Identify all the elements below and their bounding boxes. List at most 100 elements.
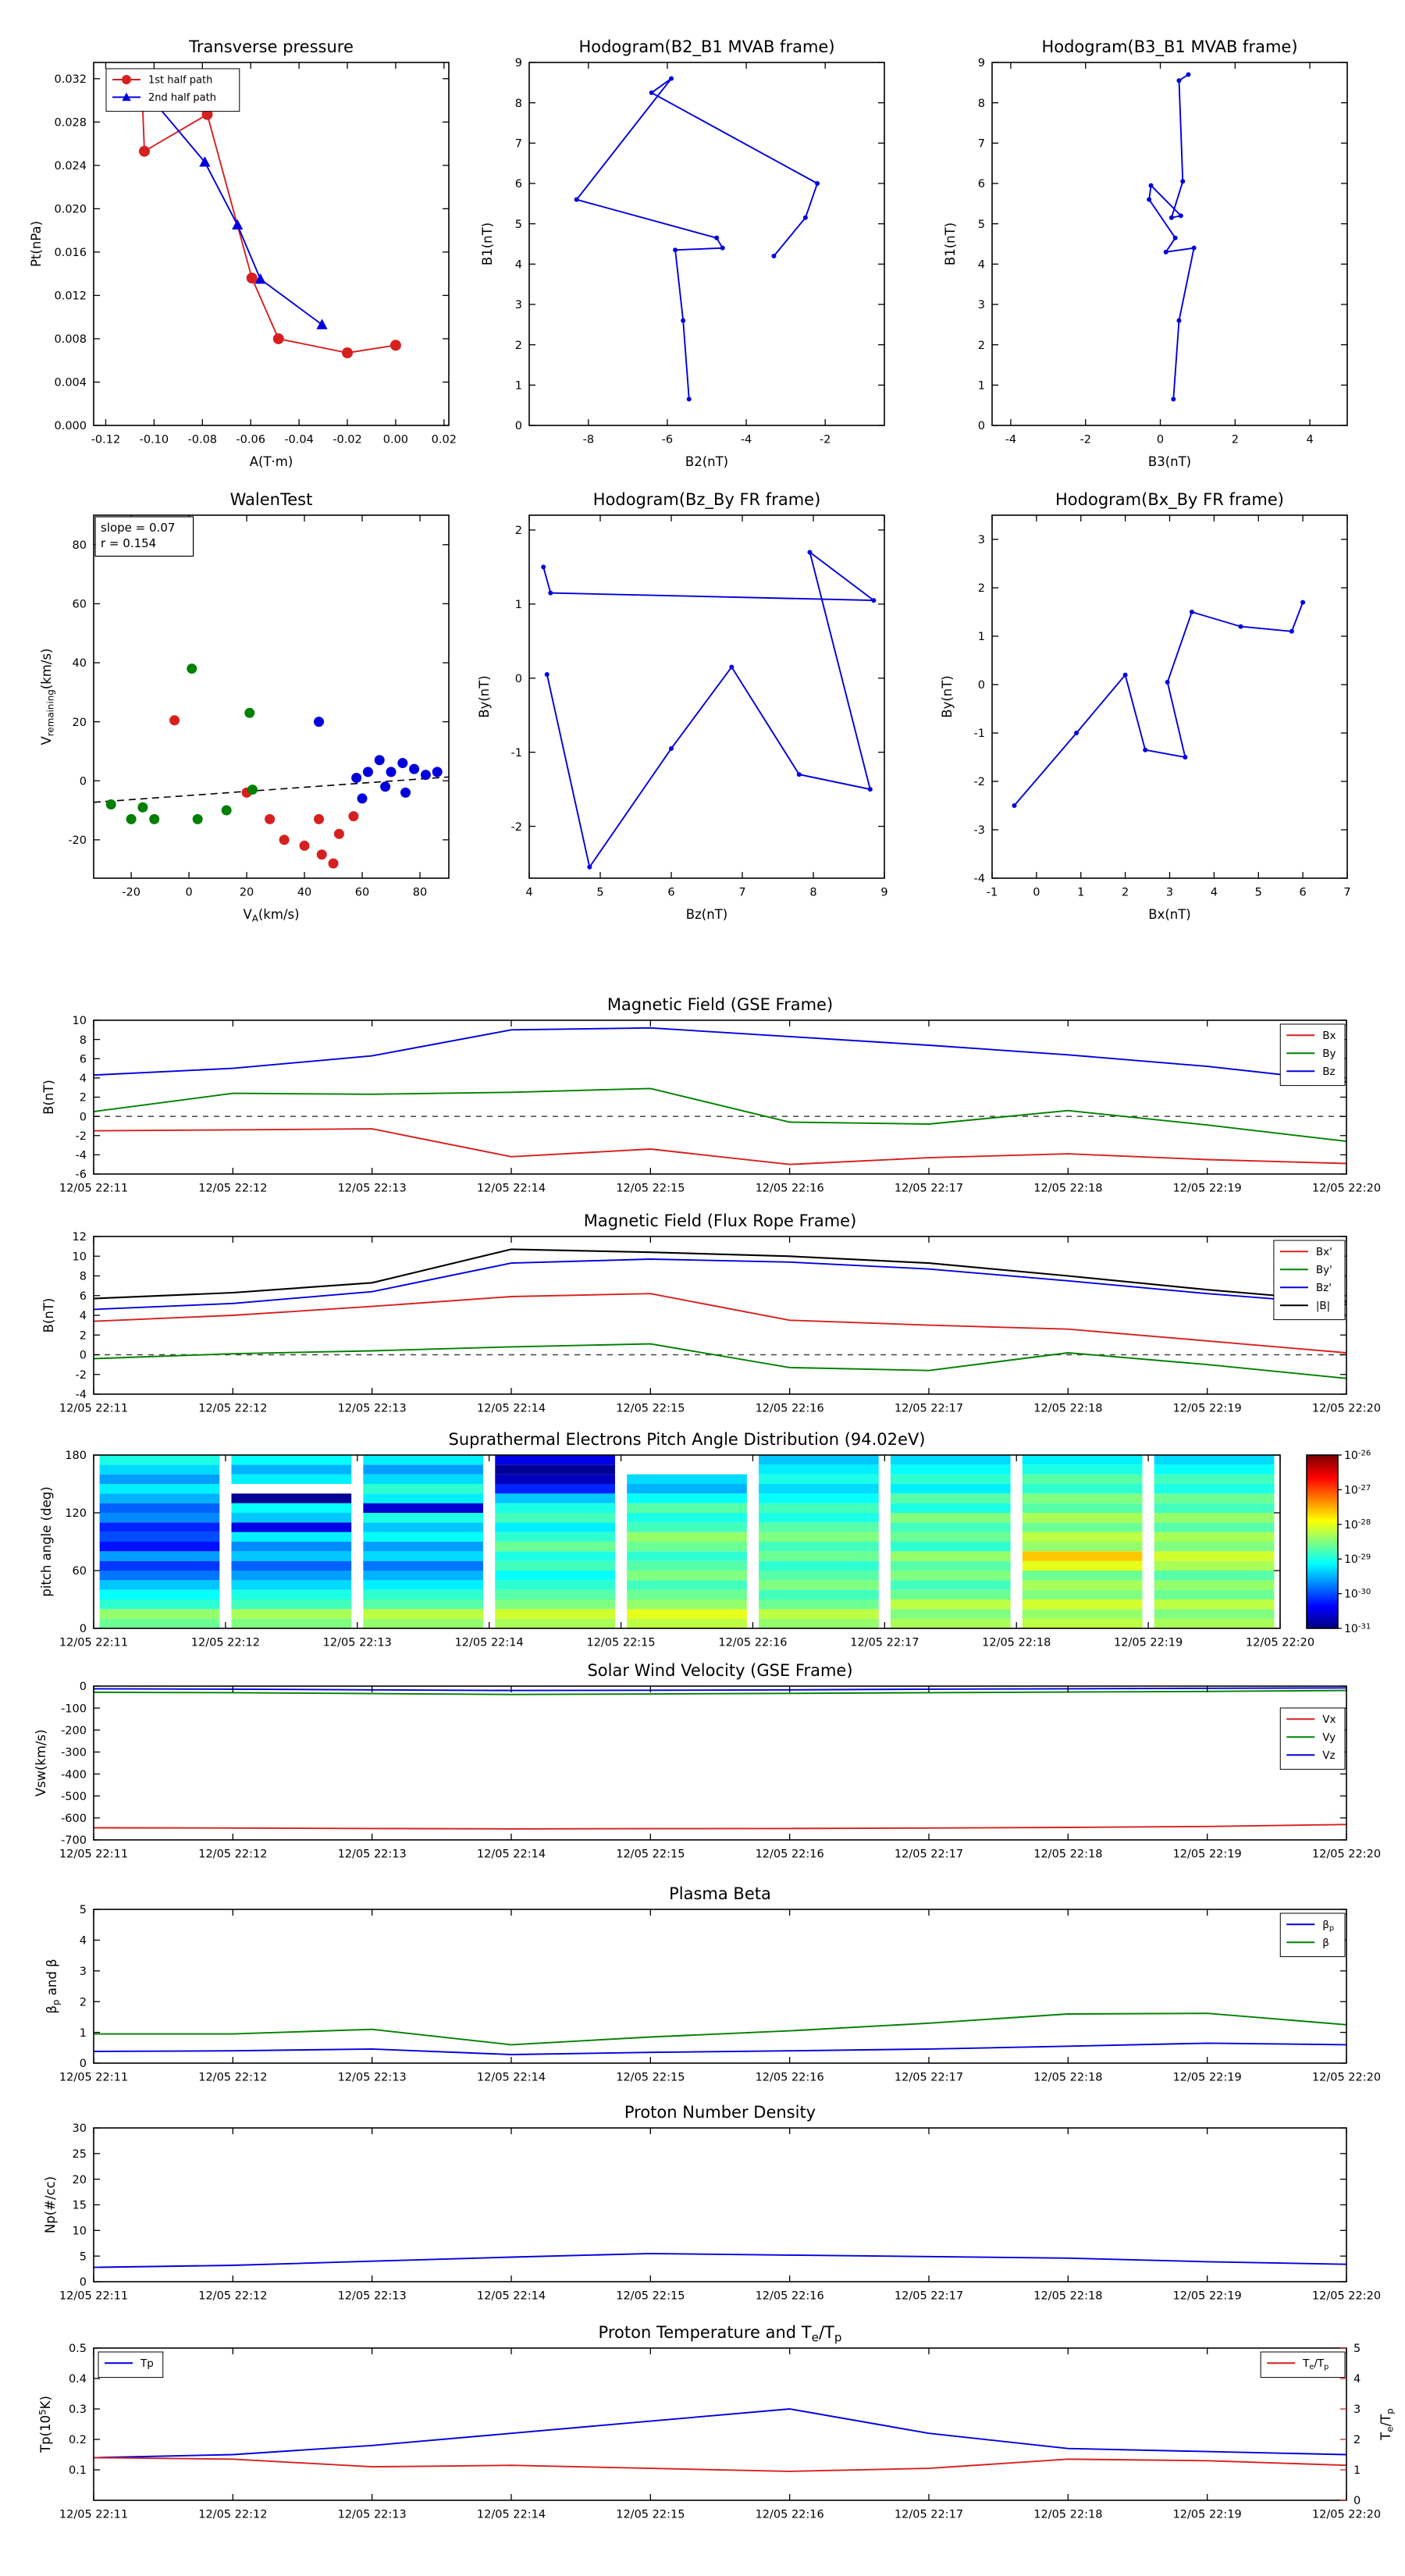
svg-text:12/05 22:14: 12/05 22:14 [477, 2509, 546, 2521]
walen-test-plot-annotation-box [94, 516, 194, 557]
svg-text:-0.08: -0.08 [188, 434, 218, 447]
svg-text:12/05 22:13: 12/05 22:13 [338, 1848, 407, 1861]
transverse-pressure-plot: -0.12 -0.10 -0.08 -0.06 -0.04 -0.02 0.00 0.02 0.… [29, 37, 457, 469]
svg-text:-0.06: -0.06 [236, 434, 265, 447]
hodogram-bx-by-plot-series-bx-by-path [1013, 602, 1304, 806]
svg-text:12/05 22:16: 12/05 22:16 [756, 2290, 824, 2303]
magnetic-field-flux-rope-panel: 12/05 22:11 12/05 22:12 12/05 22:13 12/05 2… [41, 1212, 1381, 1415]
svg-text:12/05 22:19: 12/05 22:19 [1173, 1183, 1242, 1195]
svg-text:12/05 22:13: 12/05 22:13 [338, 2509, 407, 2521]
svg-text:Vy: Vy [1322, 1731, 1336, 1744]
svg-text:12/05 22:20: 12/05 22:20 [1246, 1637, 1314, 1649]
hodogram-b3-b1-plot: -4 -2 0 2 4 0 1 2 3 4 5 6 7 8 9 Hodogram(B3_B1 MVAB fra… [943, 37, 1348, 469]
proton-number-density-panel-title: Proton Number Density [624, 2103, 816, 2122]
svg-text:12/05 22:17: 12/05 22:17 [895, 2509, 963, 2521]
svg-text:0.012: 0.012 [54, 290, 87, 303]
svg-text:1: 1 [978, 631, 985, 643]
svg-text:120: 120 [65, 1507, 87, 1520]
svg-text:15: 15 [73, 2200, 87, 2212]
svg-text:B(nT): B(nT) [41, 1080, 56, 1115]
svg-text:5: 5 [978, 219, 985, 231]
svg-text:6: 6 [80, 1290, 87, 1303]
proton-temperature-panel: 12/05 22:11 12/05 22:12 12/05 22:13 12/05 2… [37, 2323, 1396, 2521]
svg-text:0.2: 0.2 [69, 2434, 87, 2446]
svg-text:12/05 22:15: 12/05 22:15 [616, 1183, 685, 1195]
svg-text:12/05 22:20: 12/05 22:20 [1312, 2290, 1381, 2303]
svg-text:12/05 22:15: 12/05 22:15 [616, 1403, 685, 1415]
plasma-beta-panel-legend [1279, 1912, 1346, 1958]
svg-text:-4: -4 [974, 873, 985, 885]
hodogram-b3-b1-plot-axes-frame [991, 62, 1348, 426]
svg-text:2: 2 [515, 340, 522, 352]
svg-text:-600: -600 [61, 1813, 87, 1825]
svg-text:12/05 22:17: 12/05 22:17 [895, 1848, 963, 1861]
svg-text:12/05 22:19: 12/05 22:19 [1173, 2509, 1242, 2521]
svg-text:-1: -1 [511, 747, 522, 760]
svg-text:0: 0 [1353, 2495, 1361, 2507]
svg-text:-700: -700 [61, 1834, 87, 1847]
svg-text:12/05 22:14: 12/05 22:14 [477, 1848, 546, 1861]
svg-text:12/05 22:11: 12/05 22:11 [59, 1403, 128, 1415]
svg-text:12/05 22:18: 12/05 22:18 [1033, 1403, 1102, 1415]
svg-text:12/05 22:18: 12/05 22:18 [1033, 2509, 1102, 2521]
svg-text:2: 2 [80, 1329, 87, 1342]
svg-text:1: 1 [1077, 887, 1084, 899]
svg-text:4: 4 [525, 887, 532, 899]
svg-text:B1(nT): B1(nT) [943, 222, 958, 265]
svg-text:12/05 22:19: 12/05 22:19 [1173, 2072, 1242, 2084]
hodogram-b2-b1-plot: -8 -6 -4 -2 0 1 2 3 4 5 6 7 8 9 Hodogram(B2_B1 MVAB fr… [480, 37, 885, 469]
svg-text:By(nT): By(nT) [940, 675, 955, 718]
svg-text:12/05 22:18: 12/05 22:18 [1033, 1848, 1102, 1861]
svg-text:12/05 22:12: 12/05 22:12 [198, 2509, 267, 2521]
svg-text:4: 4 [1211, 887, 1218, 899]
svg-text:0.5: 0.5 [69, 2343, 87, 2355]
svg-text:12/05 22:16: 12/05 22:16 [756, 1183, 824, 1195]
svg-text:0: 0 [80, 2276, 87, 2289]
svg-text:Vsw(km/s): Vsw(km/s) [34, 1729, 48, 1796]
svg-text:-6: -6 [76, 1169, 87, 1181]
svg-text:0: 0 [978, 420, 985, 432]
svg-text:20: 20 [240, 887, 254, 899]
svg-text:12/05 22:20: 12/05 22:20 [1312, 1403, 1381, 1415]
svg-text:0.008: 0.008 [54, 333, 87, 346]
svg-text:Tp: Tp [140, 2357, 154, 2370]
magnetic-field-flux-rope-panel-legend [1273, 1240, 1346, 1321]
svg-text:12/05 22:11: 12/05 22:11 [59, 1183, 128, 1195]
svg-text:-0.10: -0.10 [140, 434, 169, 447]
svg-text:12/05 22:12: 12/05 22:12 [198, 2290, 267, 2303]
svg-text:12/05 22:14: 12/05 22:14 [477, 2290, 546, 2303]
svg-text:12: 12 [73, 1231, 87, 1244]
svg-text:Bz(nT): Bz(nT) [686, 907, 727, 922]
svg-text:7: 7 [515, 138, 522, 151]
svg-text:-4: -4 [76, 1150, 87, 1162]
svg-text:10: 10 [73, 1251, 87, 1263]
svg-text:10: 10 [73, 1015, 87, 1027]
svg-text:8: 8 [515, 98, 522, 110]
svg-text:6: 6 [515, 178, 522, 190]
svg-text:12/05 22:17: 12/05 22:17 [850, 1637, 919, 1649]
svg-text:12/05 22:17: 12/05 22:17 [895, 1403, 963, 1415]
svg-text:0.000: 0.000 [54, 420, 87, 432]
transverse-pressure-plot-title: Transverse pressure [188, 37, 354, 56]
svg-text:0: 0 [1157, 434, 1164, 447]
svg-text:12/05 22:19: 12/05 22:19 [1173, 2290, 1242, 2303]
svg-text:2nd half path: 2nd half path [148, 92, 216, 104]
svg-text:12/05 22:18: 12/05 22:18 [1033, 2290, 1102, 2303]
svg-text:A(T·m): A(T·m) [250, 454, 293, 469]
svg-text:80: 80 [73, 539, 87, 552]
svg-text:0.004: 0.004 [54, 377, 87, 390]
svg-text:1: 1 [1353, 2464, 1361, 2477]
magnetic-field-gse-panel-title: Magnetic Field (GSE Frame) [607, 995, 833, 1014]
svg-text:0: 0 [80, 1681, 87, 1693]
svg-text:β: β [1322, 1937, 1329, 1949]
svg-text:2: 2 [1232, 434, 1239, 447]
svg-text:3: 3 [978, 299, 985, 311]
svg-text:12/05 22:12: 12/05 22:12 [198, 2072, 267, 2084]
svg-text:0: 0 [515, 420, 522, 432]
svg-text:-2: -2 [511, 821, 522, 834]
svg-text:Vx: Vx [1322, 1713, 1336, 1726]
electron-pitch-angle-panel: 12/05 22:11 12/05 22:12 12/05 22:13 12/05 2… [39, 1430, 1314, 1649]
svg-text:r = 0.154: r = 0.154 [101, 536, 156, 550]
svg-text:20: 20 [73, 2174, 87, 2186]
